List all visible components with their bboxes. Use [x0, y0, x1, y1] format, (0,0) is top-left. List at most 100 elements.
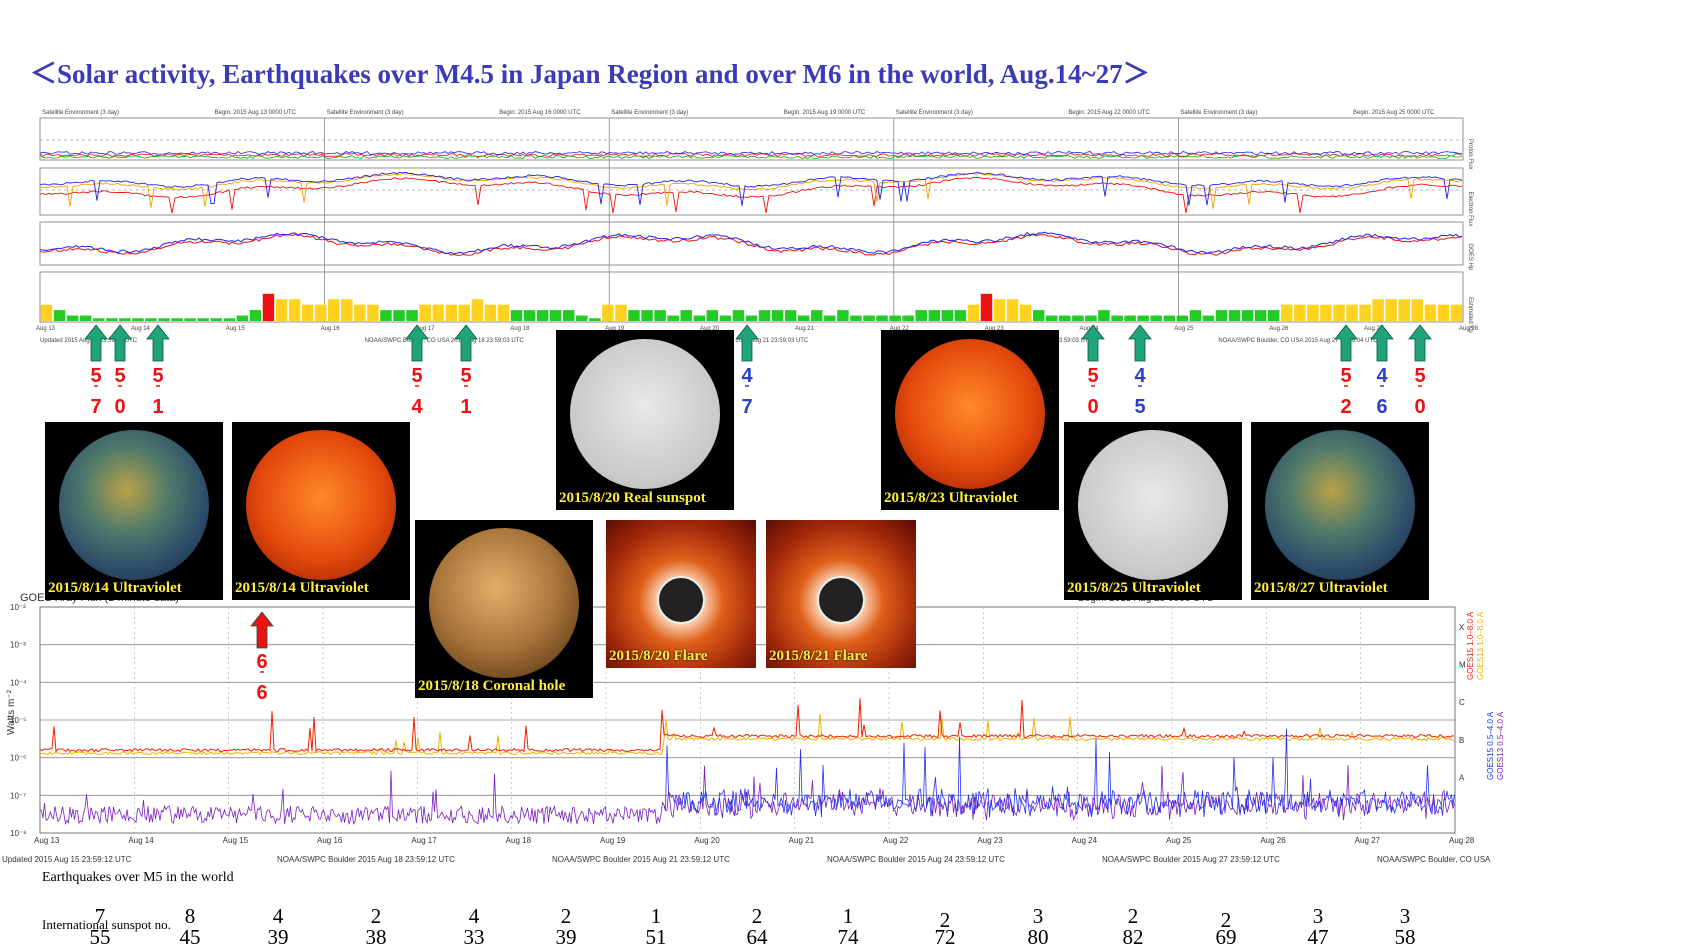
kp-bar — [576, 315, 588, 321]
solar-image-card: 2015/8/14 Ultraviolet — [45, 422, 223, 600]
xray-day-tick: Aug 16 — [317, 836, 343, 845]
xray-class-label: A — [1459, 774, 1465, 783]
xray-updated: NOAA/SWPC Boulder 2015 Aug 21 23:59:12 U… — [552, 855, 730, 864]
quake-magnitude-dec: 5 — [1134, 396, 1145, 418]
kp-bar — [197, 318, 209, 321]
xray-ylabel: Watts m⁻² — [6, 689, 17, 735]
kp-bar — [354, 304, 366, 321]
kp-bar — [1385, 299, 1397, 321]
sat-header: Satellite Environment (3 day) — [896, 110, 973, 116]
solar-image-card: 2015/8/27 Ultraviolet — [1251, 422, 1429, 600]
earthquake-count: 3 — [1399, 904, 1411, 928]
sunspot-number: 39 — [555, 925, 577, 949]
earthquake-count: 2 — [939, 908, 951, 932]
xray-day-tick: Aug 20 — [694, 836, 720, 845]
kp-bar — [1150, 315, 1162, 321]
sat-header: Satellite Environment (3 day) — [611, 110, 688, 116]
kp-bar — [954, 310, 967, 321]
xray-ytick: 10⁻⁷ — [10, 791, 26, 800]
xray-day-tick: Aug 27 — [1355, 836, 1381, 845]
xray-class-label: C — [1459, 698, 1465, 707]
coronagraph-occulter — [817, 576, 865, 624]
sunspot-number: 38 — [365, 925, 387, 949]
xray-ytick: 10⁻⁴ — [10, 678, 27, 687]
kp-bar — [654, 310, 666, 321]
xray-class-label: B — [1459, 736, 1464, 745]
xray-day-tick: Aug 23 — [977, 836, 1003, 845]
quake-magnitude-int: 5 — [90, 365, 101, 387]
solar-image-card: 2015/8/20 Real sunspot — [556, 330, 734, 510]
kp-bar — [563, 310, 575, 321]
kp-bar — [549, 310, 562, 321]
kp-bar — [967, 304, 980, 321]
xray-day-tick: Aug 22 — [883, 836, 909, 845]
kp-bar — [1176, 315, 1189, 321]
xray-legend-entry: GOES13 0.5–4.0 A — [1496, 711, 1505, 780]
quake-magnitude-dec: 4 — [411, 396, 423, 418]
sat-day-tick: Aug 17 — [415, 326, 435, 332]
xray-day-tick: Aug 26 — [1260, 836, 1286, 845]
xray-day-tick: Aug 15 — [223, 836, 249, 845]
xray-day-tick: Aug 18 — [506, 836, 532, 845]
kp-bar — [1294, 304, 1306, 321]
sat-side-label: Proton Flux — [1467, 139, 1473, 170]
kp-bar — [93, 318, 105, 321]
quake-magnitude-dec: 0 — [114, 396, 125, 418]
kp-bar — [719, 315, 732, 321]
electron-flux-line — [39, 176, 1463, 214]
kp-bar — [824, 315, 836, 321]
sunspot-number: 47 — [1307, 925, 1329, 949]
quake-magnitude-int: 6 — [256, 651, 267, 673]
goes-hp-line — [39, 231, 1463, 255]
kp-bar — [1241, 310, 1254, 321]
sunspot-number: 80 — [1027, 925, 1049, 949]
quake-arrow — [146, 324, 170, 362]
xray-class-label: X — [1459, 623, 1465, 632]
kp-bar — [132, 318, 144, 321]
sat-updated: Updated 2015 Aug 15 23:59:03 UTC — [40, 338, 138, 344]
sat-header: Satellite Environment (3 day) — [42, 110, 119, 116]
kp-bar — [119, 318, 131, 321]
sat-subpanel — [39, 167, 1464, 216]
xray-ytick: 10⁻⁶ — [10, 754, 26, 763]
sunspot-number: 45 — [179, 925, 201, 949]
solar-image-caption: 2015/8/21 Flare — [769, 648, 868, 664]
kp-bar — [106, 318, 118, 321]
kp-bar — [1450, 304, 1463, 321]
kp-bar — [928, 310, 940, 321]
solar-image-caption: 2015/8/14 Ultraviolet — [48, 580, 182, 596]
xray-long-channel — [39, 698, 1455, 753]
earthquake-count: 3 — [1032, 904, 1044, 928]
xray-updated: NOAA/SWPC Boulder 2015 Aug 27 23:59:12 U… — [1102, 855, 1280, 864]
xray-ytick: 10⁻⁸ — [10, 829, 27, 838]
quake-magnitude-int: 5 — [1414, 365, 1425, 387]
kp-bar — [393, 310, 405, 321]
kp-bar — [693, 315, 706, 321]
solar-image-caption: 2015/8/25 Ultraviolet — [1067, 580, 1201, 596]
sun-disk — [246, 430, 396, 580]
kp-bar — [915, 310, 927, 321]
kp-bar — [706, 310, 719, 321]
proton-flux-line — [39, 154, 1463, 160]
kp-bar — [863, 315, 875, 321]
sunspot-number: 58 — [1394, 925, 1416, 949]
sat-updated: NOAA/SWPC Boulder, CO USA 2015 Aug 18 23… — [365, 338, 525, 344]
kp-bar — [1437, 304, 1450, 321]
kp-bar — [328, 299, 340, 321]
kp-bar — [210, 318, 222, 321]
sat-day-tick: Aug 13 — [36, 326, 56, 332]
kp-bar — [745, 315, 758, 321]
kp-bar — [797, 315, 810, 321]
sat-day-tick: Aug 19 — [605, 326, 625, 332]
kp-bar — [1085, 315, 1097, 321]
solar-image-card: 2015/8/18 Coronal hole — [415, 520, 593, 698]
kp-bar — [771, 310, 784, 321]
solar-image-caption: 2015/8/20 Real sunspot — [559, 490, 706, 506]
sun-disk — [895, 339, 1045, 489]
quake-magnitude-dec: 2 — [1340, 396, 1351, 418]
quake-arrow — [108, 324, 132, 362]
sat-day-tick: Aug 25 — [1174, 326, 1194, 332]
satellite-environment-panel: Satellite Environment (3 day) Begin: 2015… — [36, 110, 1479, 344]
kp-bar — [1424, 304, 1437, 321]
kp-bar — [236, 315, 249, 321]
